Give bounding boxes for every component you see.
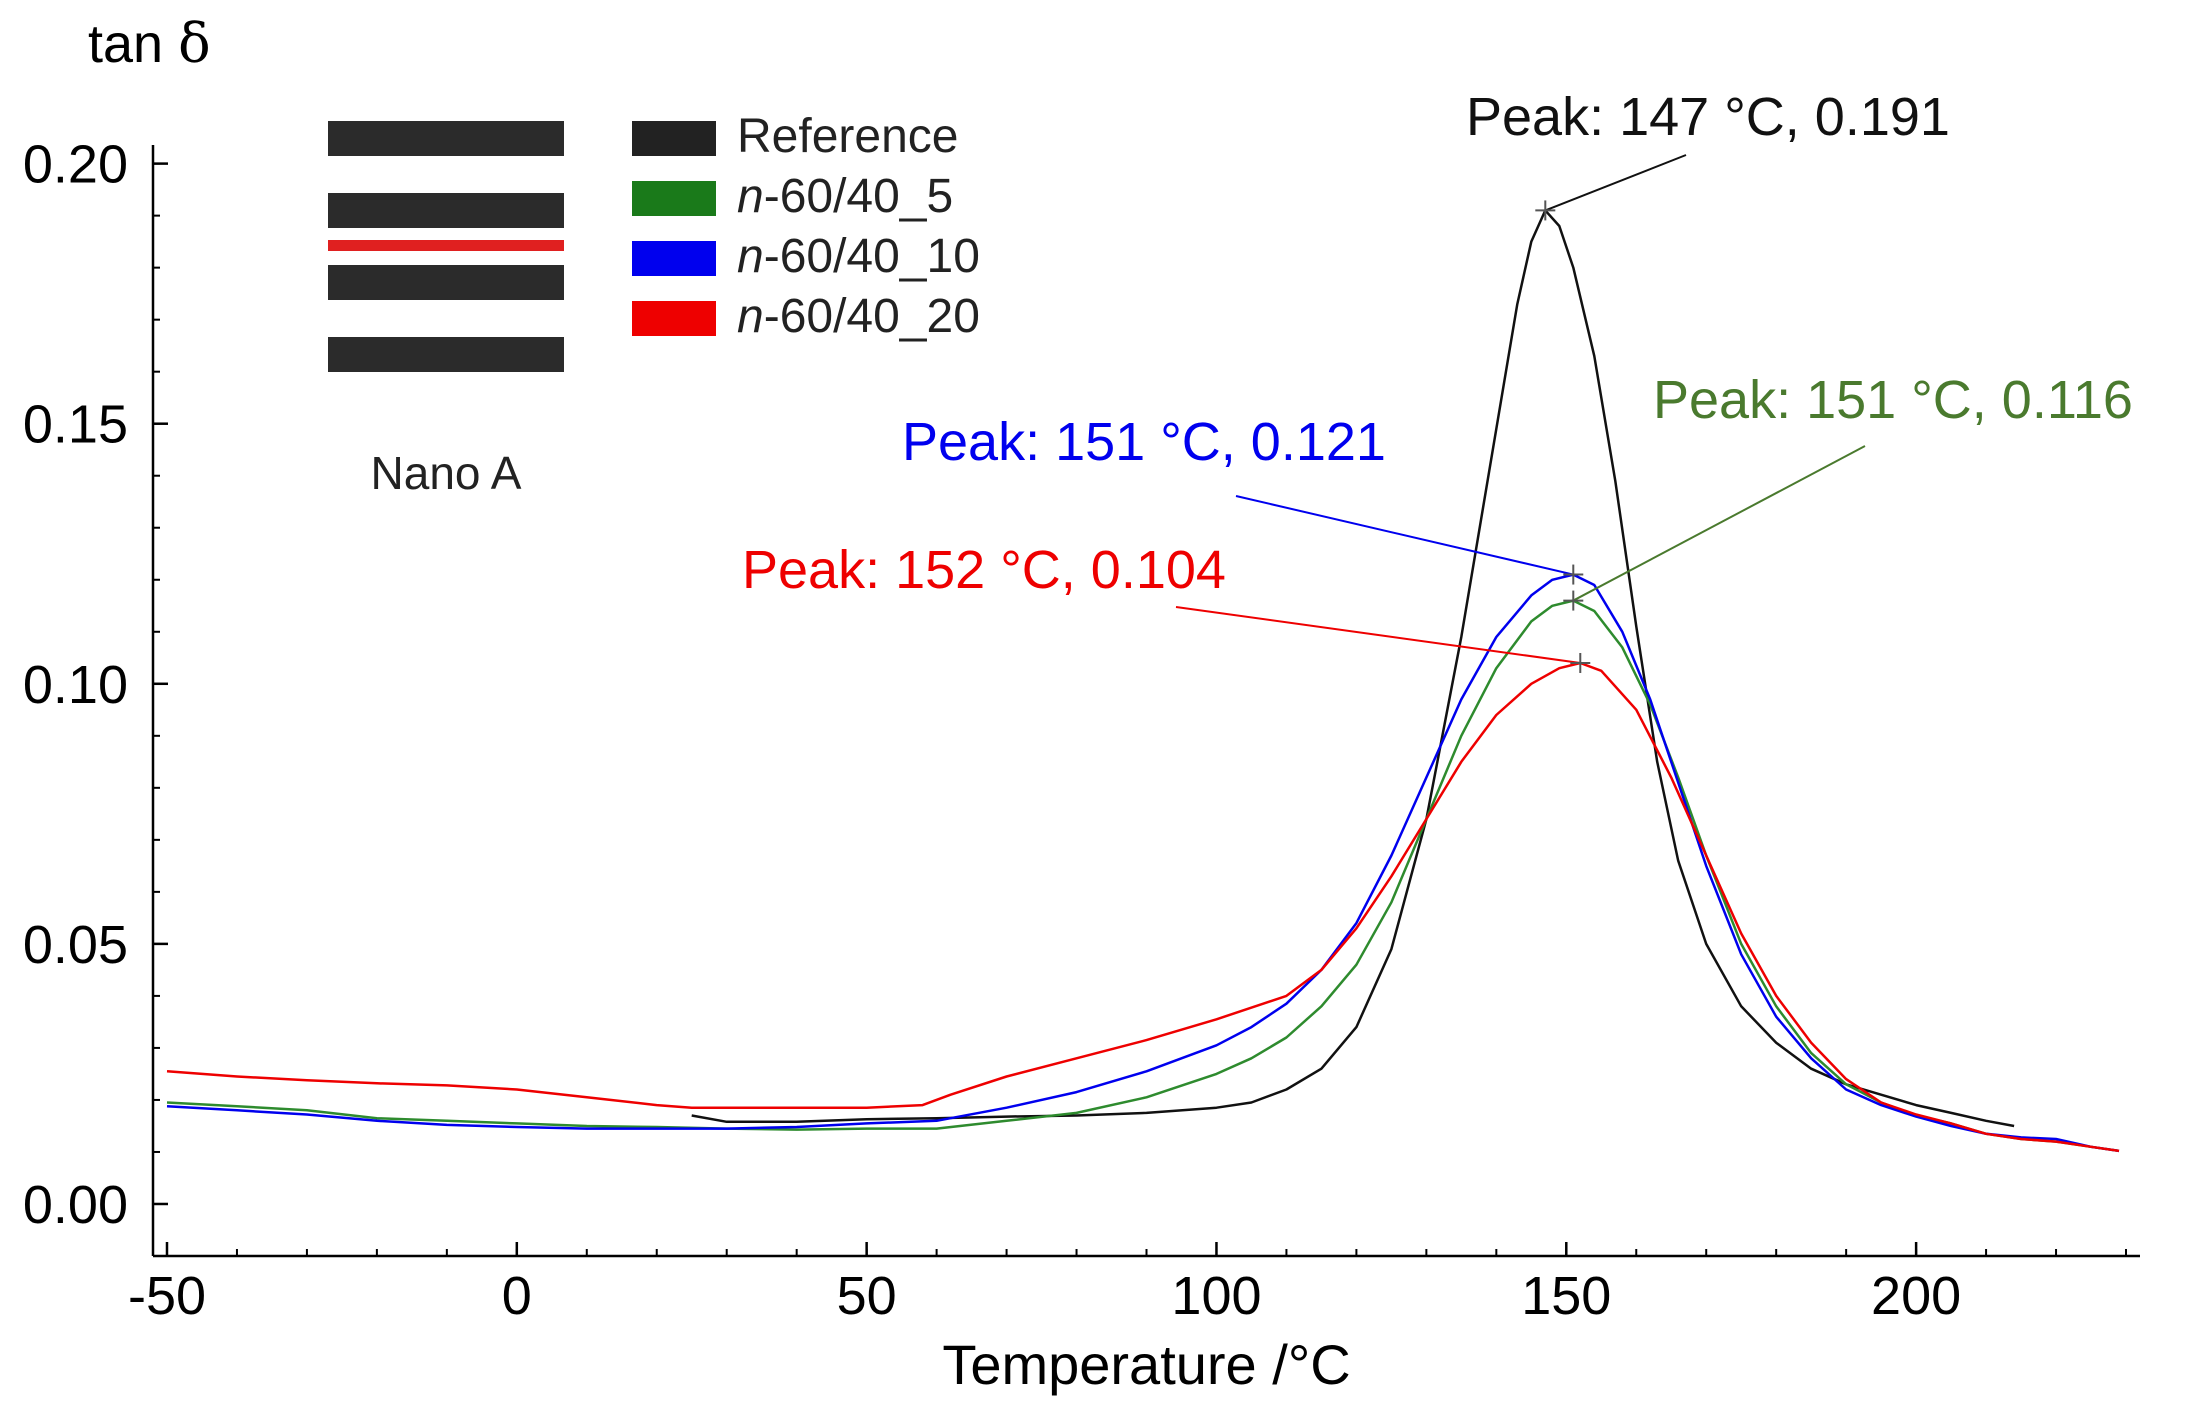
peak-leader-line-2	[1572, 445, 1866, 602]
schematic-layer-3	[328, 265, 564, 300]
y-tick-label: 0.15	[23, 395, 128, 455]
legend-label-0: Reference	[737, 110, 958, 163]
legend-label-text-1: -60/40_5	[764, 170, 954, 223]
inset-label: Nano A	[371, 447, 522, 499]
legend-swatch-2	[632, 241, 716, 276]
schematic-layer-4	[328, 337, 564, 372]
legend-label-text-3: -60/40_20	[764, 290, 980, 343]
peak-annotation-1: Peak: 151 °C, 0.121	[902, 412, 1386, 472]
series-line-0	[691, 209, 2015, 1128]
legend-label-2: n-60/40_10	[737, 230, 980, 283]
peak-leader-line-3	[1175, 606, 1581, 664]
y-axis-label: tan δ	[88, 12, 211, 75]
x-tick-label: 150	[1521, 1266, 1611, 1326]
x-tick-label: 100	[1171, 1266, 1261, 1326]
legend-swatch-0	[632, 121, 716, 156]
y-axis-label-prefix: tan	[88, 14, 178, 74]
nano-a-layer-schematic: Nano A	[328, 121, 564, 499]
peak-annotation-2: Peak: 151 °C, 0.116	[1653, 370, 2133, 430]
x-tick-label: 0	[502, 1266, 532, 1326]
axes: -50 0 50 100 150 200 0.00 0.05 0.10 0.15 0.20 Tempe…	[23, 135, 2140, 1396]
peak-annotation-0: Peak: 147 °C, 0.191	[1466, 87, 1950, 147]
series-line-3	[166, 661, 2120, 1153]
x-tick-label: -50	[128, 1266, 206, 1326]
x-axis-label: Temperature /°C	[942, 1333, 1350, 1396]
x-tick-label: 50	[837, 1266, 897, 1326]
y-axis-label-symbol: δ	[178, 12, 211, 75]
y-tick-label: 0.00	[23, 1175, 128, 1235]
series-layer	[166, 209, 2120, 1153]
legend-label-text-2: -60/40_10	[764, 230, 980, 283]
peak-leader-line-1	[1235, 495, 1574, 576]
schematic-red-interlayer	[328, 240, 564, 251]
schematic-layer-2	[328, 193, 564, 228]
legend-label-1: n-60/40_5	[737, 170, 953, 223]
legend-swatch-3	[632, 301, 716, 336]
legend-label-italic-1: n	[737, 170, 764, 223]
legend-label-italic-2: n	[737, 230, 764, 283]
schematic-layer-1	[328, 121, 564, 156]
legend-label-italic-3: n	[737, 290, 764, 343]
peak-leader-line-0	[1544, 154, 1687, 212]
legend-label-3: n-60/40_20	[737, 290, 980, 343]
legend-label-text-0: Reference	[737, 110, 958, 163]
series-line-2	[166, 573, 2120, 1153]
peak-annotation-3: Peak: 152 °C, 0.104	[742, 540, 1226, 600]
y-tick-label: 0.20	[23, 135, 128, 195]
y-tick-label: 0.10	[23, 655, 128, 715]
annotation-layer: Peak: 147 °C, 0.191 Peak: 151 °C, 0.121 Pe…	[742, 87, 2133, 673]
legend-swatch-1	[632, 181, 716, 216]
x-tick-label: 200	[1871, 1266, 1961, 1326]
y-tick-label: 0.05	[23, 915, 128, 975]
